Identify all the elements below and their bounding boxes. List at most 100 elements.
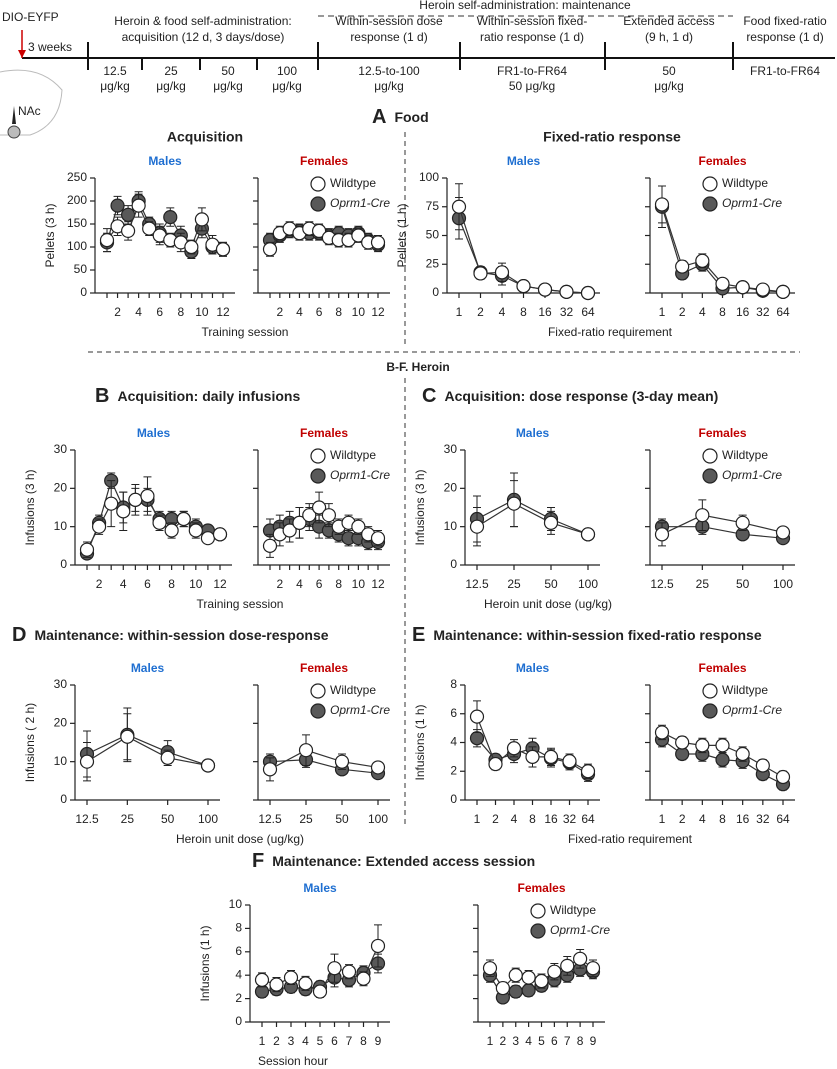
chart-title: Females: [517, 881, 565, 895]
y-tick-label: 30: [54, 442, 68, 456]
chart: [253, 177, 390, 298]
legend-label: Wildtype: [330, 448, 376, 462]
chart: [460, 449, 600, 570]
marker: [312, 984, 328, 999]
chart-title: Males: [137, 426, 171, 440]
x-tick-label: 25: [121, 812, 135, 826]
marker: [735, 746, 750, 762]
x-tick-label: 8: [335, 305, 342, 319]
x-tick-label: 2: [477, 305, 484, 319]
x-tick-label: 32: [756, 812, 770, 826]
marker: [695, 253, 710, 268]
x-tick-label: 5: [538, 1034, 545, 1048]
series-line: [86, 734, 209, 767]
panel-title: Food: [394, 109, 428, 125]
legend-marker: [310, 703, 326, 719]
marker: [755, 758, 770, 773]
x-tick-label: 9: [590, 1034, 597, 1048]
chart-title: Females: [698, 661, 746, 675]
y-tick-label: 10: [229, 897, 243, 911]
x-axis-label: Session hour: [258, 1054, 328, 1068]
x-tick-label: 10: [352, 577, 366, 591]
x-tick-label: 50: [544, 577, 558, 591]
x-tick-label: 64: [776, 305, 790, 319]
marker: [469, 709, 485, 724]
marker: [469, 731, 485, 746]
dose-label: μg/kg: [272, 79, 302, 93]
marker: [488, 756, 503, 772]
marker: [543, 515, 559, 530]
marker: [370, 235, 386, 250]
marker: [104, 496, 119, 511]
x-tick-label: 6: [316, 305, 323, 319]
legend-marker: [310, 176, 326, 192]
chart: [460, 684, 600, 805]
x-tick-label: 50: [335, 812, 349, 826]
chart: [253, 684, 390, 805]
marker: [327, 961, 342, 976]
marker: [580, 527, 596, 542]
marker: [573, 951, 588, 966]
legend-marker: [530, 903, 546, 919]
marker: [311, 223, 327, 238]
x-tick-label: 1: [456, 305, 463, 319]
x-tick-label: 5: [317, 1034, 324, 1048]
x-tick-label: 32: [560, 305, 574, 319]
legend-label: Wildtype: [722, 176, 768, 190]
dose-label: μg/kg: [156, 79, 186, 93]
x-tick-label: 2: [273, 1034, 280, 1048]
marker: [482, 961, 498, 976]
subtitle: Fixed-ratio response: [543, 129, 681, 145]
x-tick-label: 6: [144, 577, 151, 591]
panel-heading: F Maintenance: Extended access session: [252, 850, 535, 872]
injection-arrow-head: [18, 50, 26, 58]
marker: [110, 198, 125, 213]
legend-marker: [702, 468, 718, 484]
marker: [370, 938, 386, 954]
x-tick-label: 64: [776, 812, 790, 826]
x-tick-label: 8: [520, 305, 527, 319]
legend-marker: [702, 448, 718, 464]
marker: [282, 523, 297, 538]
chart-title: Males: [516, 426, 550, 440]
marker: [79, 542, 95, 557]
dose-label: 50 μg/kg: [509, 79, 555, 93]
marker: [537, 282, 553, 297]
phase-label: Within-session dose: [335, 14, 443, 28]
phase-label: Within-session fixed-: [477, 14, 588, 28]
x-tick-label: 2: [679, 812, 686, 826]
region-label: NAc: [18, 104, 41, 118]
y-tick-label: 10: [444, 519, 458, 533]
legend-label: Oprm1-Cre: [722, 468, 782, 482]
marker: [654, 725, 670, 740]
y-axis-label: Infusions (1 h): [413, 704, 427, 780]
x-tick-label: 100: [578, 577, 598, 591]
y-tick-label: 20: [444, 481, 458, 495]
dose-label: μg/kg: [654, 79, 684, 93]
legend-label: Wildtype: [330, 683, 376, 697]
marker: [321, 508, 337, 523]
y-tick-label: 2: [235, 991, 242, 1005]
marker: [654, 527, 670, 542]
marker: [116, 504, 131, 519]
legend-marker: [702, 196, 718, 212]
x-tick-label: 16: [736, 305, 750, 319]
x-tick-label: 12: [371, 577, 385, 591]
x-tick-label: 7: [564, 1034, 571, 1048]
x-tick-label: 8: [719, 812, 726, 826]
panel-letter: A: [372, 106, 386, 128]
y-tick-label: 6: [235, 944, 242, 958]
x-tick-label: 50: [161, 812, 175, 826]
x-tick-label: 1: [659, 305, 666, 319]
marker: [521, 970, 536, 985]
marker: [370, 531, 386, 546]
x-tick-label: 4: [511, 812, 518, 826]
legend-marker: [310, 468, 326, 484]
marker: [140, 488, 155, 504]
legend-marker: [702, 703, 718, 719]
x-tick-label: 100: [368, 812, 388, 826]
legend-label: Wildtype: [550, 903, 596, 917]
y-tick-label: 100: [67, 239, 87, 253]
x-tick-label: 12.5: [465, 577, 489, 591]
